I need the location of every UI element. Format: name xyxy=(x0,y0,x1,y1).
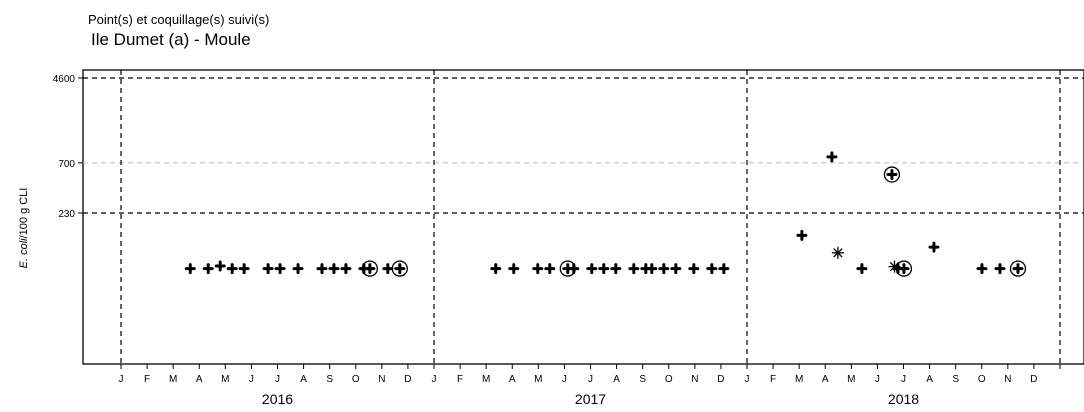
data-point-plus xyxy=(612,265,620,273)
data-point-plus xyxy=(570,265,578,273)
month-label: J xyxy=(745,374,750,385)
month-label: J xyxy=(588,374,593,385)
month-label: A xyxy=(509,374,516,385)
data-point-plus xyxy=(330,265,338,273)
year-label: 2017 xyxy=(575,391,606,407)
data-point-plus xyxy=(294,265,302,273)
data-point-plus xyxy=(930,243,938,251)
data-point-circle xyxy=(1010,261,1025,276)
y-axis: 230 700 4600 xyxy=(53,74,83,220)
data-point-plus xyxy=(216,262,224,270)
y-axis-label-italic: E. coli xyxy=(18,238,30,269)
year-label: 2016 xyxy=(262,391,293,407)
month-label: O xyxy=(665,374,673,385)
data-point-plus xyxy=(186,265,194,273)
data-point-plus xyxy=(828,153,836,161)
data-point-plus xyxy=(342,265,350,273)
month-label: D xyxy=(1030,374,1037,385)
data-point-plus xyxy=(510,265,518,273)
month-label: J xyxy=(901,374,906,385)
data-point-plus xyxy=(690,265,698,273)
month-label: J xyxy=(275,374,280,385)
month-label: M xyxy=(482,374,490,385)
month-label: A xyxy=(196,374,203,385)
month-label: J xyxy=(562,374,567,385)
data-point-plus xyxy=(240,265,248,273)
data-point-plus xyxy=(720,265,728,273)
month-label: N xyxy=(691,374,698,385)
month-label: S xyxy=(326,374,333,385)
month-label: F xyxy=(770,374,776,385)
y-axis-label: E. coli/100 g CLI xyxy=(18,188,30,269)
data-point-circle xyxy=(392,261,407,276)
month-label: J xyxy=(875,374,880,385)
month-label: J xyxy=(249,374,254,385)
data-point-plus xyxy=(546,265,554,273)
data-point-plus xyxy=(708,265,716,273)
month-label: M xyxy=(221,374,229,385)
data-point-plus xyxy=(276,265,284,273)
month-label: M xyxy=(169,374,177,385)
data-point-asterisk xyxy=(832,247,844,259)
month-label: J xyxy=(432,374,437,385)
month-label: N xyxy=(1004,374,1011,385)
x-axis: J F M A M J J A S O N D 2016 J F M A M J J A S O N D 2017 J F M A M J J A… xyxy=(119,364,1061,407)
y-axis-label-rest: /100 g CLI xyxy=(18,188,30,239)
data-point-plus xyxy=(648,265,656,273)
data-points xyxy=(186,153,1025,276)
data-point-circle xyxy=(362,261,377,276)
data-point-plus xyxy=(660,265,668,273)
month-label: D xyxy=(404,374,411,385)
month-label: S xyxy=(639,374,646,385)
data-point-plus xyxy=(630,265,638,273)
year-label: 2018 xyxy=(888,391,919,407)
grid xyxy=(83,70,1084,364)
data-point-plus xyxy=(672,265,680,273)
month-label: N xyxy=(378,374,385,385)
month-label: M xyxy=(534,374,542,385)
data-point-plus xyxy=(228,265,236,273)
data-point-plus xyxy=(996,265,1004,273)
data-point-plus xyxy=(534,265,542,273)
month-label: O xyxy=(352,374,360,385)
month-label: A xyxy=(926,374,933,385)
data-point-plus xyxy=(978,265,986,273)
month-label: F xyxy=(457,374,463,385)
chart-subtitle: Point(s) et coquillage(s) suivi(s) xyxy=(88,12,269,27)
month-label: M xyxy=(847,374,855,385)
data-point-plus xyxy=(204,265,212,273)
data-point-plus xyxy=(588,265,596,273)
month-label: S xyxy=(952,374,959,385)
plot-frame xyxy=(83,70,1084,364)
month-label: J xyxy=(119,374,124,385)
y-tick-label: 230 xyxy=(58,209,75,220)
data-point-plus xyxy=(600,265,608,273)
month-label: A xyxy=(300,374,307,385)
y-tick-label: 4600 xyxy=(53,74,76,85)
chart-title: Ile Dumet (a) - Moule xyxy=(91,30,251,49)
month-label: D xyxy=(717,374,724,385)
month-label: A xyxy=(822,374,829,385)
data-point-plus xyxy=(798,231,806,239)
y-tick-label: 700 xyxy=(58,159,75,170)
data-point-circle xyxy=(884,167,899,182)
data-point-circle xyxy=(896,261,911,276)
data-point-plus xyxy=(492,265,500,273)
data-point-plus xyxy=(384,265,392,273)
month-label: A xyxy=(613,374,620,385)
month-label: F xyxy=(144,374,150,385)
data-point-plus xyxy=(264,265,272,273)
month-label: M xyxy=(795,374,803,385)
month-label: O xyxy=(978,374,986,385)
data-point-plus xyxy=(858,265,866,273)
data-point-plus xyxy=(318,265,326,273)
